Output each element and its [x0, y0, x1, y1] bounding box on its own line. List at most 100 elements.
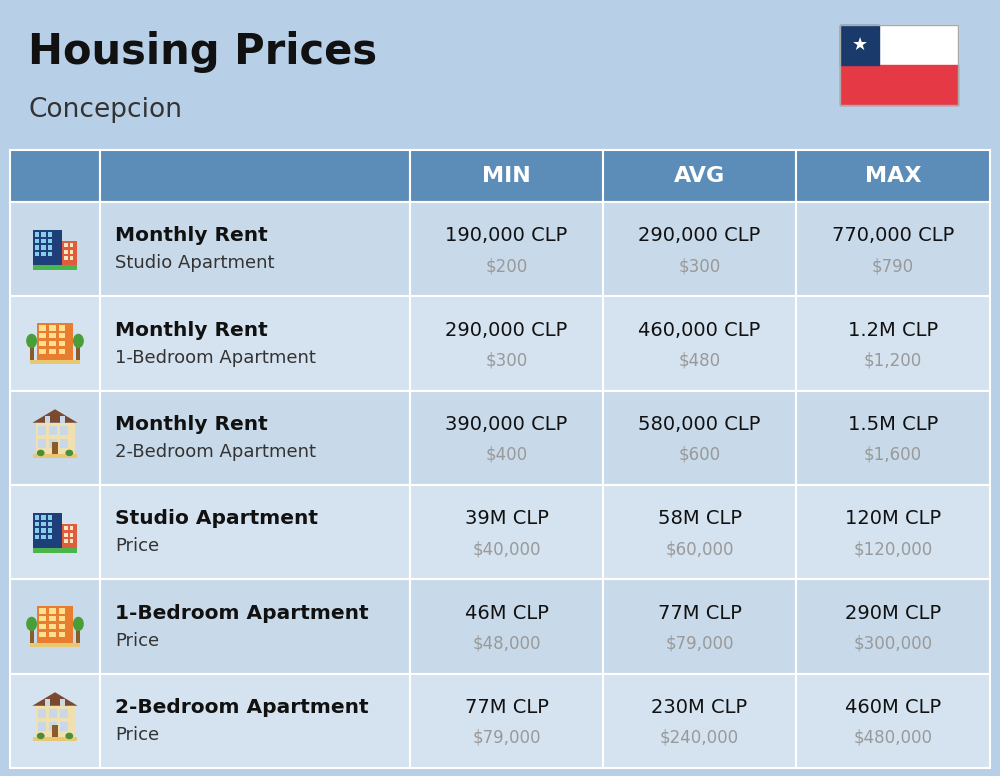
Bar	[60, 426, 68, 435]
Bar	[33, 265, 77, 270]
Bar	[64, 532, 68, 537]
Text: $300: $300	[485, 352, 528, 369]
Bar	[59, 325, 65, 331]
Bar	[100, 150, 410, 202]
Bar	[64, 243, 68, 248]
Bar	[35, 232, 39, 237]
Bar	[39, 632, 46, 637]
Bar	[64, 256, 68, 260]
Bar	[10, 674, 100, 768]
Bar	[59, 624, 65, 629]
Bar	[59, 333, 65, 338]
Bar	[49, 722, 57, 732]
Text: 46M CLP: 46M CLP	[465, 604, 548, 623]
Text: $1,200: $1,200	[864, 352, 922, 369]
Text: 1.2M CLP: 1.2M CLP	[848, 320, 938, 340]
Bar	[33, 513, 62, 549]
Bar	[410, 150, 603, 202]
Bar	[70, 526, 73, 530]
Bar	[796, 485, 990, 580]
Text: Monthly Rent: Monthly Rent	[115, 227, 268, 245]
Text: $48,000: $48,000	[472, 635, 541, 653]
Bar	[64, 526, 68, 530]
Bar	[59, 632, 65, 637]
Text: $40,000: $40,000	[472, 540, 541, 558]
Bar	[49, 426, 57, 435]
Bar	[35, 245, 39, 250]
Text: $200: $200	[485, 257, 528, 275]
Bar	[76, 348, 80, 359]
Bar	[60, 722, 68, 732]
Bar	[410, 485, 603, 580]
Text: 460,000 CLP: 460,000 CLP	[638, 320, 761, 340]
Bar	[10, 390, 100, 485]
Bar	[59, 341, 65, 346]
Bar	[100, 296, 410, 390]
Bar	[41, 232, 46, 237]
Bar	[10, 202, 100, 296]
Bar	[410, 580, 603, 674]
Bar	[879, 25, 958, 65]
Bar	[41, 515, 46, 520]
Polygon shape	[59, 698, 66, 705]
Text: 77M CLP: 77M CLP	[465, 698, 548, 717]
Bar	[796, 202, 990, 296]
Text: 77M CLP: 77M CLP	[658, 604, 741, 623]
Bar	[45, 416, 50, 423]
Bar	[38, 439, 46, 449]
Bar	[62, 241, 77, 265]
Text: AVG: AVG	[674, 166, 725, 186]
Ellipse shape	[37, 449, 45, 456]
Text: 1-Bedroom Apartment: 1-Bedroom Apartment	[115, 604, 369, 623]
Polygon shape	[32, 409, 78, 423]
Text: 1-Bedroom Apartment: 1-Bedroom Apartment	[115, 348, 316, 366]
Bar	[39, 616, 46, 622]
Text: $600: $600	[678, 446, 721, 464]
Bar	[39, 341, 46, 346]
Text: 2-Bedroom Apartment: 2-Bedroom Apartment	[115, 698, 369, 717]
Bar	[33, 549, 77, 553]
Text: 770,000 CLP: 770,000 CLP	[832, 227, 954, 245]
Text: 1.5M CLP: 1.5M CLP	[848, 415, 938, 434]
Bar	[39, 348, 46, 354]
Text: Price: Price	[115, 726, 159, 744]
Bar	[35, 535, 39, 539]
Text: $79,000: $79,000	[472, 729, 541, 747]
Bar	[603, 296, 796, 390]
Bar	[49, 348, 56, 354]
Bar	[48, 515, 52, 520]
Bar	[48, 232, 52, 237]
Text: 230M CLP: 230M CLP	[651, 698, 748, 717]
Bar	[30, 359, 80, 364]
Bar	[36, 705, 74, 737]
Bar	[10, 150, 100, 202]
Bar	[410, 296, 603, 390]
Bar	[603, 485, 796, 580]
Ellipse shape	[65, 449, 73, 456]
Text: 2-Bedroom Apartment: 2-Bedroom Apartment	[115, 443, 316, 461]
Text: MIN: MIN	[482, 166, 531, 186]
Bar	[70, 539, 73, 543]
Bar	[10, 485, 100, 580]
Bar	[48, 245, 52, 250]
Bar	[796, 150, 990, 202]
Bar	[840, 25, 958, 105]
Bar	[603, 150, 796, 202]
Text: 290M CLP: 290M CLP	[845, 604, 941, 623]
Text: $790: $790	[872, 257, 914, 275]
Text: ★: ★	[851, 36, 868, 54]
Bar	[41, 251, 46, 256]
Text: Price: Price	[115, 537, 159, 556]
Bar	[796, 674, 990, 768]
Text: 290,000 CLP: 290,000 CLP	[445, 320, 568, 340]
Text: Studio Apartment: Studio Apartment	[115, 510, 318, 528]
Text: $300: $300	[678, 257, 721, 275]
Bar	[52, 442, 58, 454]
Bar	[603, 674, 796, 768]
Bar	[603, 202, 796, 296]
Bar	[796, 390, 990, 485]
Bar	[35, 239, 39, 244]
Bar	[41, 521, 46, 526]
Bar	[52, 726, 58, 737]
Bar	[38, 426, 46, 435]
